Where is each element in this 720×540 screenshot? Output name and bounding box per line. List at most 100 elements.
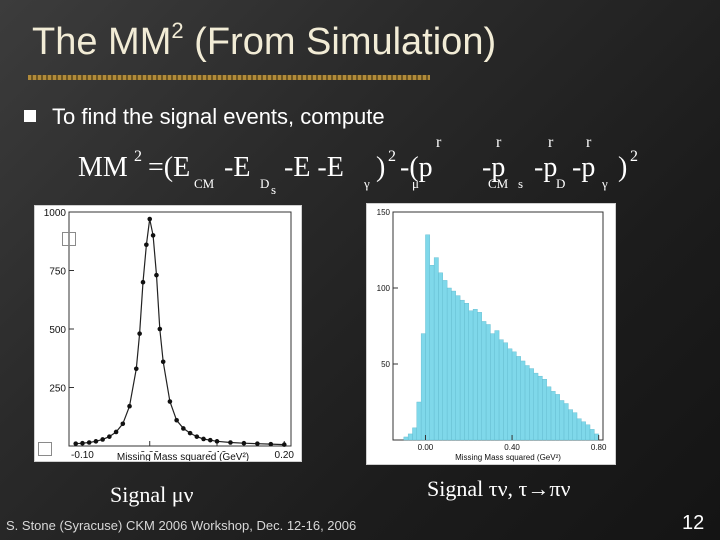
caption-signal-taunu: Signal τν, τ→πν	[427, 476, 571, 501]
histogram-bar	[550, 391, 556, 441]
y-tick-label: 50	[381, 360, 390, 369]
x-tick-label: 0.20	[275, 450, 295, 461]
data-point	[93, 439, 99, 444]
data-point	[100, 437, 105, 442]
data-point	[73, 441, 79, 446]
vector-mark-p2: r	[496, 134, 502, 151]
histogram-bar	[568, 409, 573, 441]
histogram-bar	[477, 312, 482, 441]
histogram-bar	[407, 433, 413, 441]
data-point	[154, 272, 159, 278]
histogram-bar	[485, 324, 491, 441]
plot-frame	[68, 211, 292, 447]
histogram-bar	[446, 287, 452, 441]
formula-close1: )	[376, 152, 386, 183]
caption-signal-munu: Signal μν	[110, 482, 194, 507]
data-point	[207, 437, 213, 443]
x-axis-label: Missing Mass squared (GeV²)	[455, 453, 561, 462]
title-rule	[28, 75, 430, 80]
x-tick-label: 0.40	[504, 443, 520, 452]
histogram-bar	[412, 427, 418, 441]
histogram-bar	[507, 348, 513, 441]
data-point	[147, 216, 153, 222]
slide-title: The MM2 (From Simulation)	[32, 18, 497, 63]
formula-part2: -E	[224, 152, 251, 183]
x-axis-label: Missing Mass squared (GeV²)	[117, 452, 249, 461]
formula-part6: -p	[534, 152, 558, 183]
histogram-bar	[520, 360, 526, 441]
data-point	[80, 440, 85, 446]
histogram-bar	[490, 333, 495, 441]
histogram-bar	[420, 333, 426, 441]
histogram-bar	[481, 321, 487, 441]
histogram-bar	[563, 403, 569, 441]
histogram-bar	[403, 436, 409, 441]
formula-part4: -(p	[400, 152, 433, 183]
missing-mass-formula: MM 2 =(E CM -E D s -E -E γ ) 2 -(p μ r -…	[78, 134, 678, 197]
formula-part5: -p	[482, 152, 506, 183]
histogram-bar	[455, 295, 461, 441]
data-point	[214, 439, 220, 444]
histogram-bar	[429, 265, 435, 441]
histogram-bar	[511, 351, 517, 441]
xlabel-bg	[97, 452, 269, 461]
data-point	[201, 436, 206, 442]
data-point	[255, 441, 260, 446]
formula-sub-gamma: γ	[364, 176, 370, 191]
formula-lhs: MM	[78, 152, 128, 183]
formula-sub-d2: D	[556, 176, 566, 191]
histogram-bar	[546, 386, 552, 441]
histogram-bar	[503, 342, 508, 441]
data-point	[241, 440, 247, 446]
data-point	[160, 359, 166, 365]
data-point	[86, 440, 92, 445]
data-point	[167, 399, 173, 404]
data-point	[107, 434, 112, 439]
formula-sub-cm: CM	[194, 176, 215, 191]
histogram-bar	[585, 424, 591, 441]
y-tick-label: 500	[49, 325, 66, 336]
histogram-bar	[533, 372, 539, 441]
histogram-bar	[438, 272, 443, 441]
histogram-bar	[581, 421, 586, 441]
formula-part1: =(E	[148, 152, 191, 183]
histogram-bar	[442, 280, 448, 441]
x-tick-label: 0.80	[591, 443, 607, 452]
page-number: 12	[682, 512, 705, 534]
histogram-bar	[472, 309, 478, 441]
histogram-bar	[459, 299, 465, 441]
data-point	[144, 242, 149, 248]
histogram-bar	[433, 257, 439, 441]
histogram-bar	[451, 290, 456, 441]
formula-sub-cm2: CM	[488, 176, 509, 191]
histogram-bar	[494, 330, 500, 441]
placeholder-box-icon	[38, 442, 52, 456]
histogram-bar	[468, 310, 474, 441]
histogram-bar	[594, 433, 599, 441]
formula-sub-s2: s	[518, 176, 524, 191]
histogram-bar	[589, 429, 595, 441]
bullet-text: To find the signal events, compute	[52, 104, 385, 129]
histogram-bar	[572, 412, 578, 441]
plot-signal-taunu: 150 100 50 0.00 0.40 0.80 Missing Mass squared…	[366, 203, 616, 465]
histogram-bar	[559, 400, 565, 441]
histogram-bar	[555, 394, 560, 441]
vector-mark-p4: r	[586, 134, 592, 151]
y-tick-label: 750	[49, 267, 66, 278]
vector-mark-p1: r	[436, 134, 442, 151]
fit-curve	[75, 218, 285, 446]
histogram-bar	[529, 368, 534, 441]
data-point	[150, 233, 156, 238]
histogram-bar	[516, 356, 521, 441]
vector-mark-p3: r	[548, 134, 554, 151]
histogram-bar	[542, 378, 547, 441]
y-tick-label: 100	[377, 284, 391, 293]
bullet-square-icon	[24, 110, 36, 122]
histogram-bar	[464, 302, 469, 441]
data-point	[187, 430, 193, 436]
data-point	[140, 279, 146, 285]
data-point	[228, 440, 233, 445]
data-point	[281, 442, 287, 447]
